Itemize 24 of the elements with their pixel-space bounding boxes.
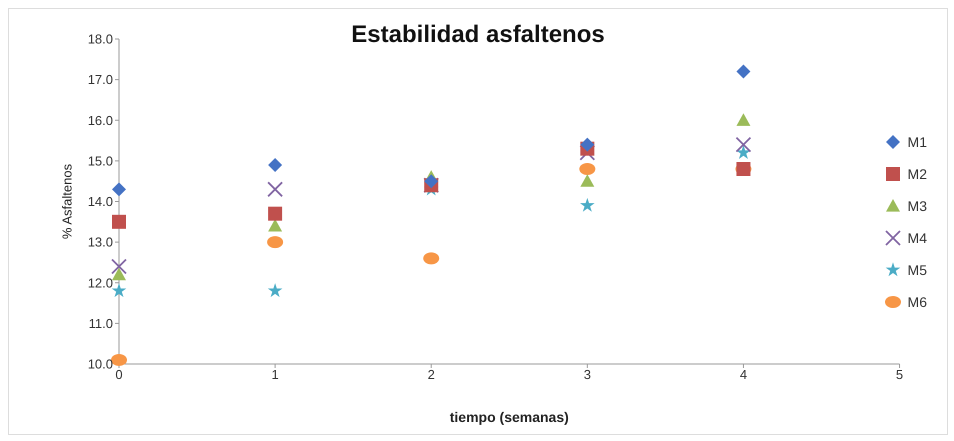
x-axis-title: tiempo (semanas) [450,409,569,425]
chart-title: Estabilidad asfaltenos [351,21,605,48]
x-tick-label: 3 [584,367,591,382]
legend-label: M2 [908,166,927,182]
y-tick-label: 13.0 [88,234,113,250]
legend-label: M6 [908,294,927,310]
y-tick-label: 16.0 [88,112,113,128]
x-tick-label: 5 [896,367,904,382]
y-tick-label: 18.0 [88,32,113,47]
x-tick-label: 2 [428,367,435,382]
y-axis-title: % Asfaltenos [60,163,75,240]
legend-label: M3 [908,198,927,214]
y-tick-label: 10.0 [88,356,113,372]
y-tick-label: 14.0 [88,194,113,210]
x-tick-label: 0 [115,367,123,382]
legend-label: M1 [908,134,927,150]
y-tick-label: 12.0 [88,275,113,290]
y-tick-label: 11.0 [88,316,113,331]
legend-label: M4 [908,230,927,246]
x-tick-label: 4 [740,367,748,382]
x-tick-label: 1 [271,367,279,382]
y-tick-label: 17.0 [88,72,113,88]
y-tick-label: 15.0 [88,153,113,168]
legend-label: M5 [908,262,927,278]
